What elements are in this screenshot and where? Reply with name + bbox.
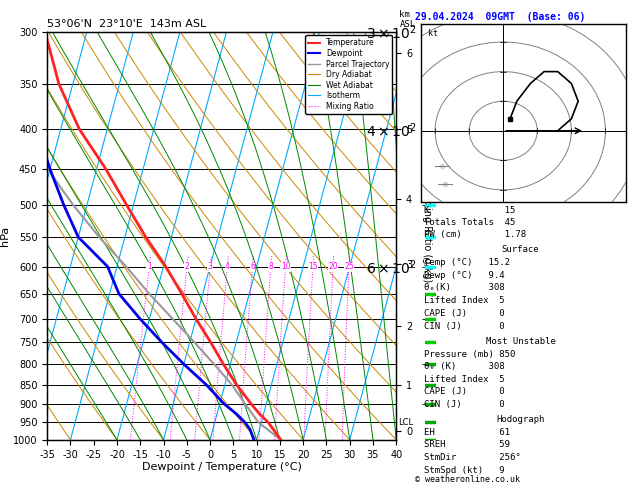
Text: Pressure (mb) 850: Pressure (mb) 850 — [423, 350, 515, 359]
Text: 4: 4 — [225, 262, 230, 271]
Text: θₑ (K)      308: θₑ (K) 308 — [423, 363, 504, 371]
Text: 15: 15 — [308, 262, 318, 271]
Y-axis label: hPa: hPa — [0, 226, 10, 246]
Text: θₑ(K)       308: θₑ(K) 308 — [423, 283, 504, 293]
Text: EH            61: EH 61 — [423, 428, 509, 436]
X-axis label: Dewpoint / Temperature (°C): Dewpoint / Temperature (°C) — [142, 462, 302, 472]
Text: km
ASL: km ASL — [399, 10, 416, 29]
Text: © weatheronline.co.uk: © weatheronline.co.uk — [415, 474, 520, 484]
Text: Surface: Surface — [502, 245, 539, 254]
Text: 8: 8 — [269, 262, 273, 271]
Text: CAPE (J)      0: CAPE (J) 0 — [423, 309, 504, 318]
Text: StmDir        256°: StmDir 256° — [423, 453, 520, 462]
Text: CIN (J)       0: CIN (J) 0 — [423, 400, 504, 409]
Text: StmSpd (kt)   9: StmSpd (kt) 9 — [423, 466, 504, 474]
Text: CAPE (J)      0: CAPE (J) 0 — [423, 387, 504, 397]
Text: 53°06'N  23°10'E  143m ASL: 53°06'N 23°10'E 143m ASL — [47, 19, 206, 30]
Text: CIN (J)       0: CIN (J) 0 — [423, 322, 504, 331]
Text: SREH          59: SREH 59 — [423, 440, 509, 449]
Text: Totals Totals  45: Totals Totals 45 — [423, 218, 515, 227]
Text: 25: 25 — [344, 262, 354, 271]
Text: Dewp (°C)   9.4: Dewp (°C) 9.4 — [423, 271, 504, 279]
Text: 1: 1 — [147, 262, 152, 271]
Text: 6: 6 — [250, 262, 255, 271]
Text: Lifted Index  5: Lifted Index 5 — [423, 296, 504, 305]
Legend: Temperature, Dewpoint, Parcel Trajectory, Dry Adiabat, Wet Adiabat, Isotherm, Mi: Temperature, Dewpoint, Parcel Trajectory… — [305, 35, 392, 114]
Text: Lifted Index  5: Lifted Index 5 — [423, 375, 504, 384]
Text: K              15: K 15 — [423, 206, 515, 215]
Y-axis label: Mixing Ratio (g/kg): Mixing Ratio (g/kg) — [421, 190, 431, 282]
Text: 20: 20 — [328, 262, 338, 271]
Text: 10: 10 — [281, 262, 291, 271]
Text: 3: 3 — [208, 262, 213, 271]
Text: LCL: LCL — [399, 418, 414, 427]
Text: 2: 2 — [184, 262, 189, 271]
Text: Most Unstable: Most Unstable — [486, 337, 555, 346]
Text: Hodograph: Hodograph — [496, 415, 545, 424]
Text: 29.04.2024  09GMT  (Base: 06): 29.04.2024 09GMT (Base: 06) — [415, 12, 586, 22]
Text: kt: kt — [428, 29, 438, 38]
Text: PW (cm)        1.78: PW (cm) 1.78 — [423, 230, 526, 239]
Text: Temp (°C)   15.2: Temp (°C) 15.2 — [423, 258, 509, 267]
